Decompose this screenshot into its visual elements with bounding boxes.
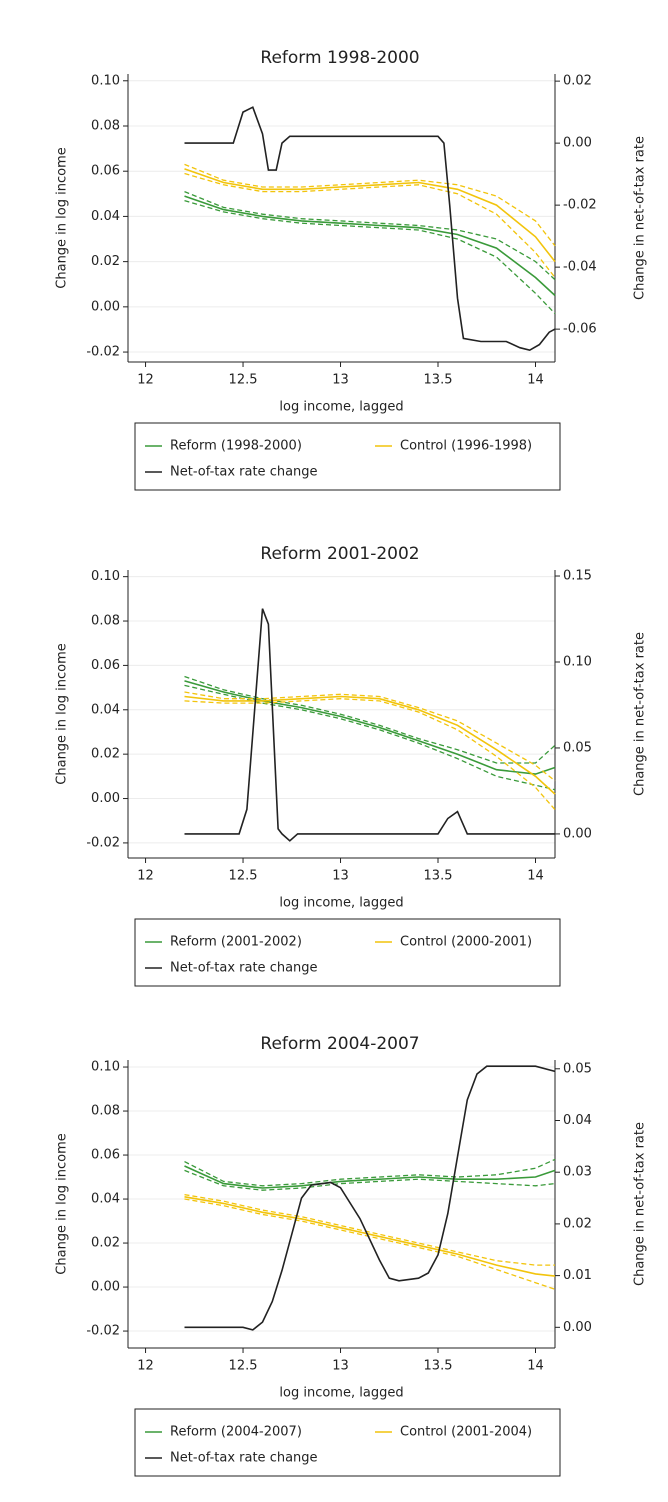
series-line <box>184 195 556 297</box>
ci-upper-line <box>184 1158 556 1187</box>
ci-lower-line <box>184 698 556 811</box>
y-tick-label: 0.08 <box>91 1104 120 1119</box>
chart-panel: Reform 1998-2000 -0.02 0.00 0.02 0.04 0.06 0.0… <box>55 48 648 491</box>
x-axis-label: log income, lagged <box>279 400 403 415</box>
ci-upper-line <box>184 190 556 281</box>
legend-label: Control (2000-2001) <box>400 935 532 950</box>
y-axis-label: Change in log income <box>55 643 70 784</box>
x-tick-label: 13 <box>332 1359 349 1374</box>
series-line <box>184 695 556 795</box>
y2-tick-label: -0.04 <box>563 260 597 275</box>
chart-title: Reform 2001-2002 <box>260 544 419 564</box>
x-tick-label: 12.5 <box>229 869 258 884</box>
ci-lower-line <box>184 1169 556 1191</box>
x-tick-label: 13 <box>332 869 349 884</box>
series-line <box>184 1196 556 1277</box>
series-line <box>184 106 556 352</box>
y2-tick-label: 0.01 <box>563 1268 592 1283</box>
y-tick-label: 0.08 <box>91 614 120 629</box>
chart-panel: Reform 2004-2007 -0.02 0.00 0.02 0.04 0.06 0.0… <box>55 1034 648 1477</box>
y-tick-label: 0.08 <box>91 118 120 133</box>
x-tick-label: 12 <box>137 869 154 884</box>
y2-axis-label: Change in net-of-tax rate <box>633 1122 648 1286</box>
legend-label: Reform (2004-2007) <box>170 1425 302 1440</box>
ci-upper-line <box>184 163 556 247</box>
x-tick-label: 12.5 <box>229 1359 258 1374</box>
legend-label: Net-of-tax rate change <box>170 1451 318 1466</box>
legend-label: Reform (1998-2000) <box>170 439 302 454</box>
y2-tick-label: -0.06 <box>563 322 597 337</box>
legend-label: Reform (2001-2002) <box>170 935 302 950</box>
y-tick-label: 0.06 <box>91 164 120 179</box>
x-tick-label: 14 <box>527 373 544 388</box>
x-tick-label: 14 <box>527 869 544 884</box>
x-tick-label: 14 <box>527 1359 544 1374</box>
chart-panel: Reform 2001-2002 -0.02 0.00 0.02 0.04 0.06 0.0… <box>55 544 648 987</box>
y-tick-label: 0.10 <box>91 1060 120 1075</box>
legend-label: Control (2001-2004) <box>400 1425 532 1440</box>
y-tick-label: -0.02 <box>86 1324 120 1339</box>
legend-box <box>134 1408 561 1477</box>
y-tick-label: -0.02 <box>86 835 120 850</box>
series-line <box>184 608 555 842</box>
y2-tick-label: 0.00 <box>563 136 592 151</box>
y-tick-label: 0.04 <box>91 702 120 717</box>
y2-axis-label: Change in net-of-tax rate <box>633 136 648 300</box>
y2-tick-label: 0.04 <box>563 1113 592 1128</box>
y-tick-label: 0.04 <box>91 209 120 224</box>
y-tick-label: 0.00 <box>91 1280 120 1295</box>
y-tick-label: 0.00 <box>91 299 120 314</box>
y-axis-label: Change in log income <box>55 147 70 288</box>
ci-upper-line <box>184 675 556 764</box>
series-line <box>184 1065 556 1331</box>
x-tick-label: 13 <box>332 373 349 388</box>
y-tick-label: 0.10 <box>91 73 120 88</box>
y2-tick-label: 0.05 <box>563 740 592 755</box>
legend-box <box>134 918 561 987</box>
series-line <box>184 1165 556 1189</box>
x-tick-label: 12 <box>137 373 154 388</box>
y-tick-label: 0.02 <box>91 1236 120 1251</box>
y-tick-label: 0.04 <box>91 1192 120 1207</box>
x-tick-label: 12 <box>137 1359 154 1374</box>
y-tick-label: 0.00 <box>91 791 120 806</box>
ci-lower-line <box>184 172 556 278</box>
ci-lower-line <box>184 1198 556 1290</box>
legend-label: Net-of-tax rate change <box>170 961 318 976</box>
x-tick-label: 13.5 <box>424 373 453 388</box>
y2-tick-label: 0.02 <box>563 74 592 89</box>
series-line <box>184 680 556 775</box>
x-tick-label: 13.5 <box>424 869 453 884</box>
y2-tick-label: 0.00 <box>563 1320 592 1335</box>
ci-lower-line <box>184 199 556 315</box>
x-axis-label: log income, lagged <box>279 896 403 911</box>
ci-upper-line <box>184 1193 555 1266</box>
legend-label: Net-of-tax rate change <box>170 465 318 480</box>
legend-box <box>134 422 561 491</box>
chart-title: Reform 2004-2007 <box>260 1034 419 1054</box>
legend-label: Control (1996-1998) <box>400 439 532 454</box>
y2-tick-label: -0.02 <box>563 198 597 213</box>
y2-tick-label: 0.05 <box>563 1061 592 1076</box>
ci-upper-line <box>184 691 556 782</box>
y-tick-label: 0.06 <box>91 1148 120 1163</box>
y2-tick-label: 0.00 <box>563 826 592 841</box>
x-axis-label: log income, lagged <box>279 1386 403 1401</box>
x-tick-label: 13.5 <box>424 1359 453 1374</box>
chart-title: Reform 1998-2000 <box>260 48 419 68</box>
y2-tick-label: 0.02 <box>563 1216 592 1231</box>
y-tick-label: 0.06 <box>91 658 120 673</box>
y2-tick-label: 0.15 <box>563 569 592 584</box>
y-tick-label: 0.10 <box>91 569 120 584</box>
y-tick-label: 0.02 <box>91 747 120 762</box>
y2-tick-label: 0.10 <box>563 654 592 669</box>
y2-axis-label: Change in net-of-tax rate <box>633 632 648 796</box>
x-tick-label: 12.5 <box>229 373 258 388</box>
y-tick-label: 0.02 <box>91 254 120 269</box>
y-tick-label: -0.02 <box>86 345 120 360</box>
y-axis-label: Change in log income <box>55 1133 70 1274</box>
series-line <box>184 168 556 263</box>
y2-tick-label: 0.03 <box>563 1165 592 1180</box>
